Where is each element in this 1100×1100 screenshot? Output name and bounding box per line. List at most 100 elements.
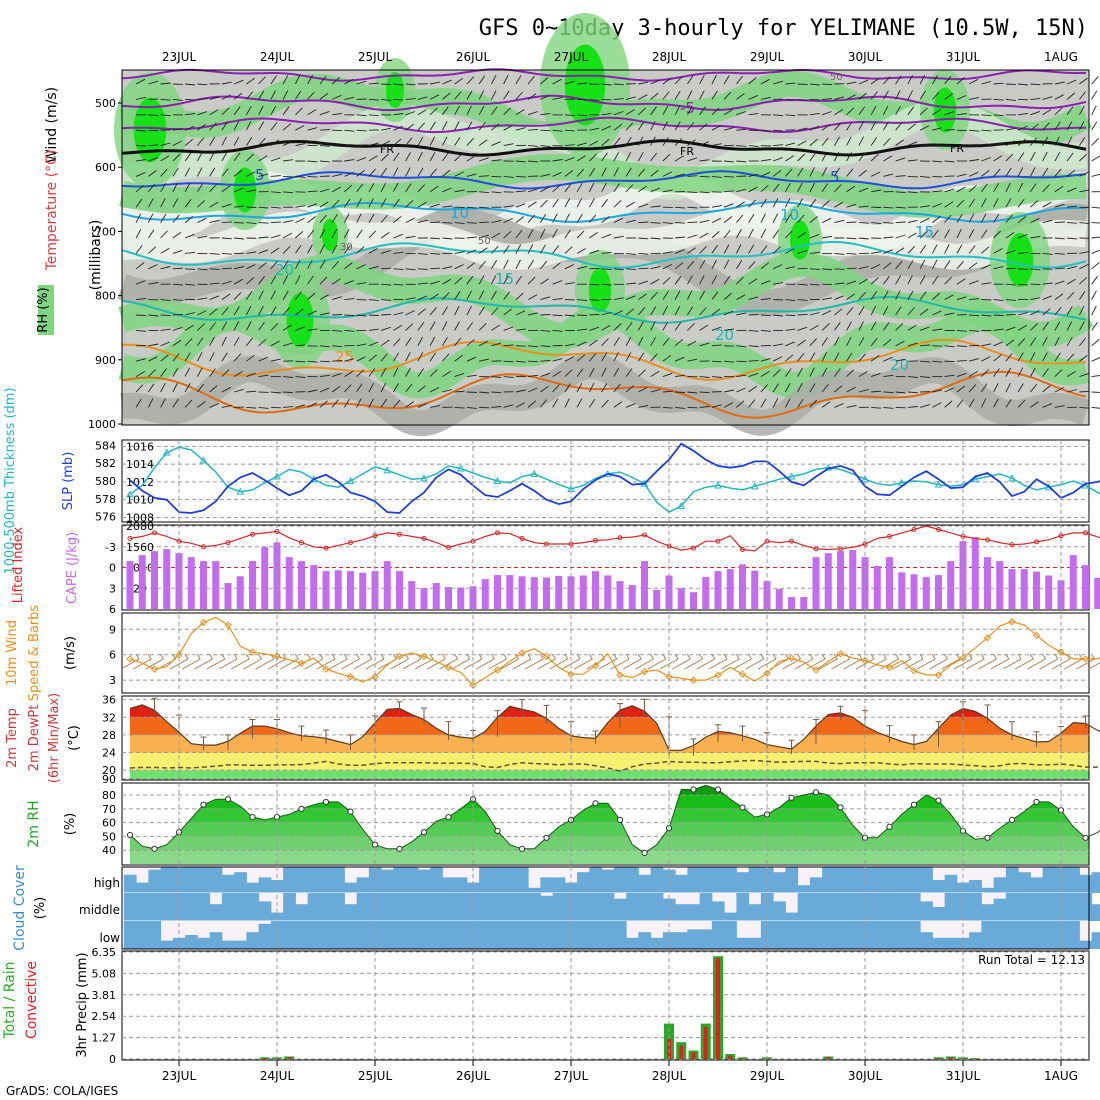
wind-barb	[295, 326, 305, 331]
cloud-cell	[381, 869, 394, 893]
wind-barb	[687, 221, 698, 224]
wind-barb	[1030, 323, 1038, 331]
cloud-cell	[895, 867, 909, 893]
wind-barb	[429, 280, 440, 285]
wind-barb	[148, 144, 159, 147]
cloud-cell	[822, 921, 835, 949]
wind-barb	[662, 390, 673, 393]
wind-barb	[380, 367, 387, 377]
wind-barb	[993, 230, 1001, 239]
wind-barb	[772, 170, 782, 177]
rh-marker	[739, 804, 746, 811]
wind-barb	[1030, 110, 1040, 116]
wind-barb	[442, 152, 449, 162]
cloud-cell	[1079, 940, 1093, 949]
wind-barb	[834, 336, 840, 347]
wind-barb	[246, 321, 252, 331]
wind-barb	[981, 369, 989, 377]
lifted-index-marker	[715, 538, 721, 544]
wind-barb	[687, 260, 695, 270]
wind-tick: 9	[109, 623, 116, 636]
wind-barb	[515, 389, 526, 393]
wind-barb	[797, 153, 806, 162]
wind-barb	[724, 190, 735, 193]
wind-barb	[785, 368, 792, 377]
wind-barb	[197, 337, 204, 347]
rh-bright-core	[386, 72, 404, 108]
wind-barb	[429, 307, 437, 316]
wind-barb	[233, 292, 242, 300]
wind-barb	[295, 344, 306, 347]
wind-barb	[907, 74, 913, 85]
wind-barb	[503, 360, 514, 363]
wind-barb	[135, 398, 142, 408]
wind-barb	[270, 306, 277, 316]
wind-barb	[1017, 182, 1024, 193]
cloud-cell	[515, 867, 529, 893]
cloud-cell	[234, 940, 247, 949]
date-axis-labels: 23JUL23JUL24JUL24JUL25JUL25JUL26JUL26JUL…	[162, 50, 1078, 1083]
lifted-index-tick: 0	[109, 562, 116, 575]
cloud-cell	[650, 867, 664, 893]
wind-barb	[148, 398, 154, 408]
cloud-cell	[638, 893, 652, 921]
wind-barb	[368, 182, 375, 193]
wind-speed-marker	[787, 654, 796, 662]
wind-barb	[454, 189, 465, 193]
wind-barb-flag	[735, 653, 740, 660]
lifted-index-marker	[519, 535, 525, 541]
wind-barb	[368, 248, 378, 254]
cape-bar	[518, 576, 526, 609]
wind-barb	[932, 190, 943, 193]
wind-barb-10m	[966, 658, 985, 670]
wind-barb	[405, 98, 416, 100]
cloud-cell	[234, 872, 247, 893]
wind-barb	[981, 80, 992, 85]
wind-barb	[356, 356, 366, 362]
wind-barb-10m	[1076, 658, 1095, 670]
wind-barb	[736, 387, 746, 393]
wind-barb	[1066, 336, 1073, 347]
lifted-index-marker	[225, 540, 231, 546]
wind-barb	[442, 121, 448, 131]
wind-barb	[981, 198, 987, 208]
wind-barb	[466, 155, 476, 162]
wind-barb	[969, 329, 980, 332]
wind-barb	[858, 205, 869, 208]
wind-barb	[270, 157, 281, 162]
wind-barb	[895, 358, 906, 362]
wind-barb	[246, 171, 256, 177]
wind-speed-marker	[1081, 655, 1090, 663]
wind-barb	[136, 298, 147, 301]
cloud-cell	[846, 893, 860, 921]
wind-barb	[589, 398, 596, 408]
wind-barb	[907, 219, 918, 224]
wind-barb	[564, 114, 575, 117]
lifted-index-marker	[740, 547, 745, 553]
wind-barb	[136, 159, 147, 162]
cloud-cell	[405, 921, 419, 949]
wind-barb	[319, 75, 327, 85]
wind-barb-flag	[809, 653, 814, 660]
lifted-index-marker	[544, 541, 549, 547]
cloud-cell	[969, 932, 982, 949]
lifted-index-marker	[642, 532, 647, 538]
wind-barb	[932, 229, 939, 239]
precip-axis-label-b: Convective	[24, 961, 40, 1039]
wind-barb	[736, 93, 745, 100]
wind-barb	[993, 155, 1003, 162]
cloud-cell	[564, 893, 578, 921]
wind-barb	[368, 168, 376, 177]
cape-bar	[432, 583, 440, 609]
wind-barb	[552, 384, 560, 393]
cloud-cell	[136, 882, 149, 893]
lifted-index-marker	[838, 546, 843, 552]
wind-barb	[246, 91, 254, 100]
wind-barb	[919, 308, 929, 316]
cape-tick: 1560	[126, 541, 154, 554]
wind-frame	[121, 612, 1090, 694]
wind-barb	[344, 129, 355, 132]
wind-barb	[1017, 138, 1026, 146]
cloud-cell	[711, 921, 725, 949]
wind-barb	[429, 321, 436, 331]
